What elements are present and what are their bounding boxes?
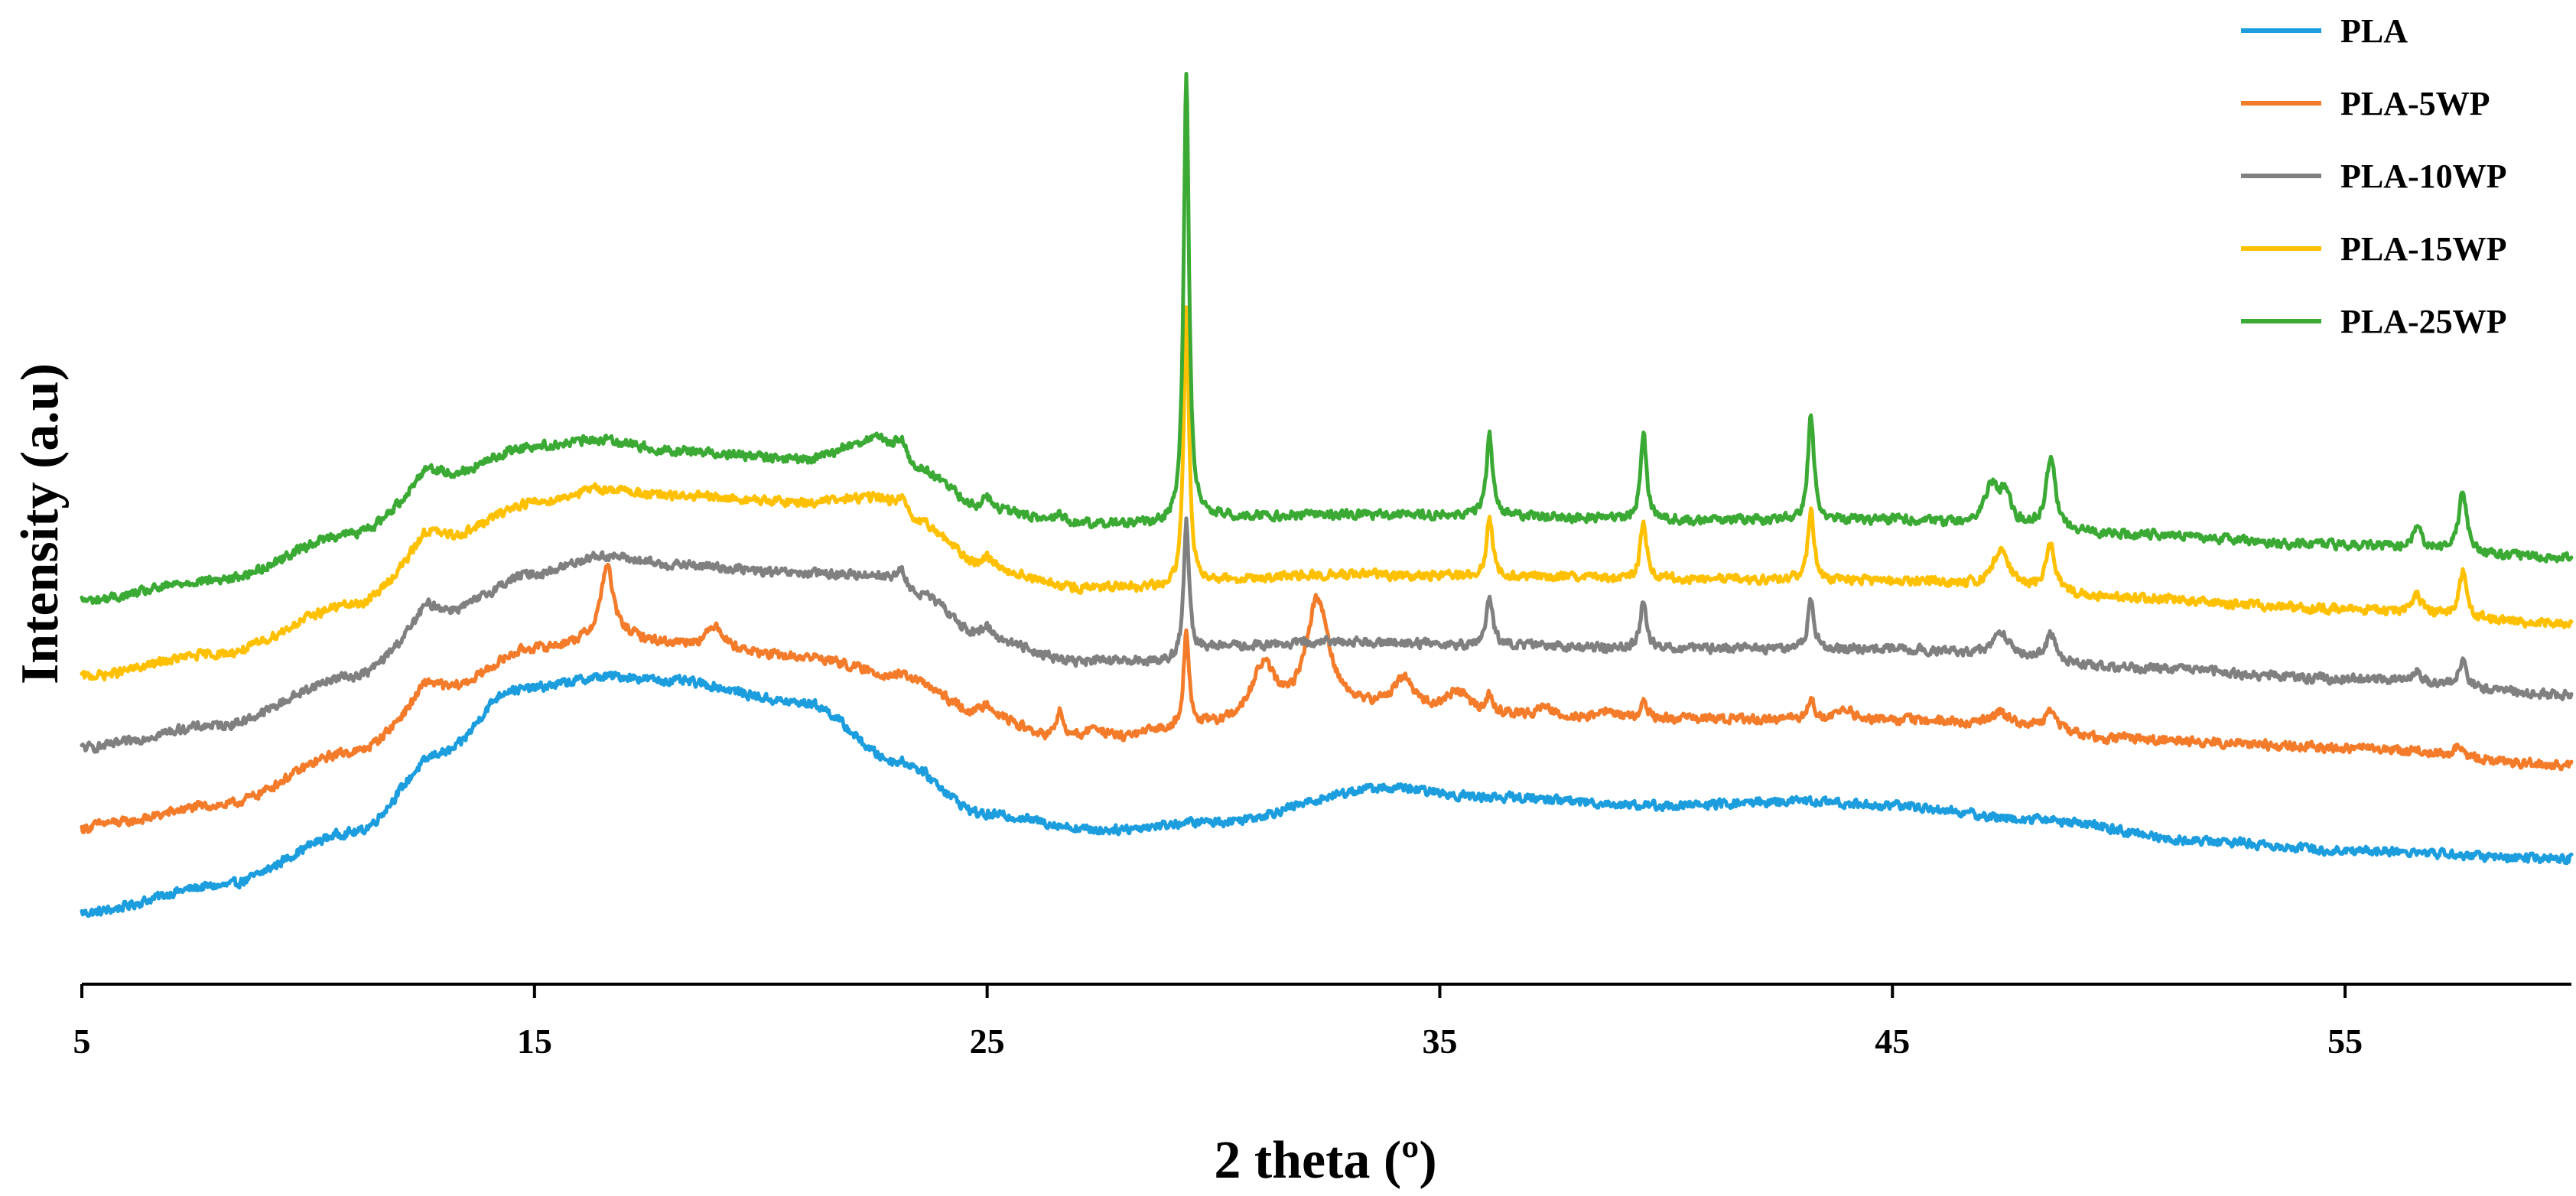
series-line-pla-5wp bbox=[80, 562, 2574, 834]
x-tick-label: 5 bbox=[73, 1022, 91, 1061]
x-tick-label: 55 bbox=[2327, 1022, 2363, 1061]
x-axis-ticks: 5 15 25 35 45 55 bbox=[73, 984, 2363, 1061]
series-line-pla-10wp bbox=[80, 516, 2574, 754]
y-axis-title: Intensity (a.u) bbox=[11, 363, 70, 684]
x-tick-label: 35 bbox=[1422, 1022, 1457, 1061]
legend-label: PLA-10WP bbox=[2340, 158, 2507, 195]
legend-label: PLA-15WP bbox=[2340, 230, 2507, 268]
x-tick-label: 45 bbox=[1875, 1022, 1910, 1061]
series-line-pla-15wp bbox=[80, 305, 2574, 682]
x-tick-label: 15 bbox=[517, 1022, 552, 1061]
series-line-pla-25wp bbox=[80, 71, 2574, 606]
legend: PLA PLA-5WP PLA-10WP PLA-15WP PLA-25WP bbox=[2241, 12, 2507, 340]
x-axis-title: 2 theta (º) bbox=[1214, 1131, 1436, 1190]
series-line-pla bbox=[80, 670, 2574, 918]
plot-area bbox=[80, 71, 2574, 918]
legend-label: PLA-5WP bbox=[2340, 85, 2490, 122]
x-tick-label: 25 bbox=[970, 1022, 1005, 1061]
legend-label: PLA bbox=[2340, 12, 2408, 50]
legend-label: PLA-25WP bbox=[2340, 303, 2507, 340]
